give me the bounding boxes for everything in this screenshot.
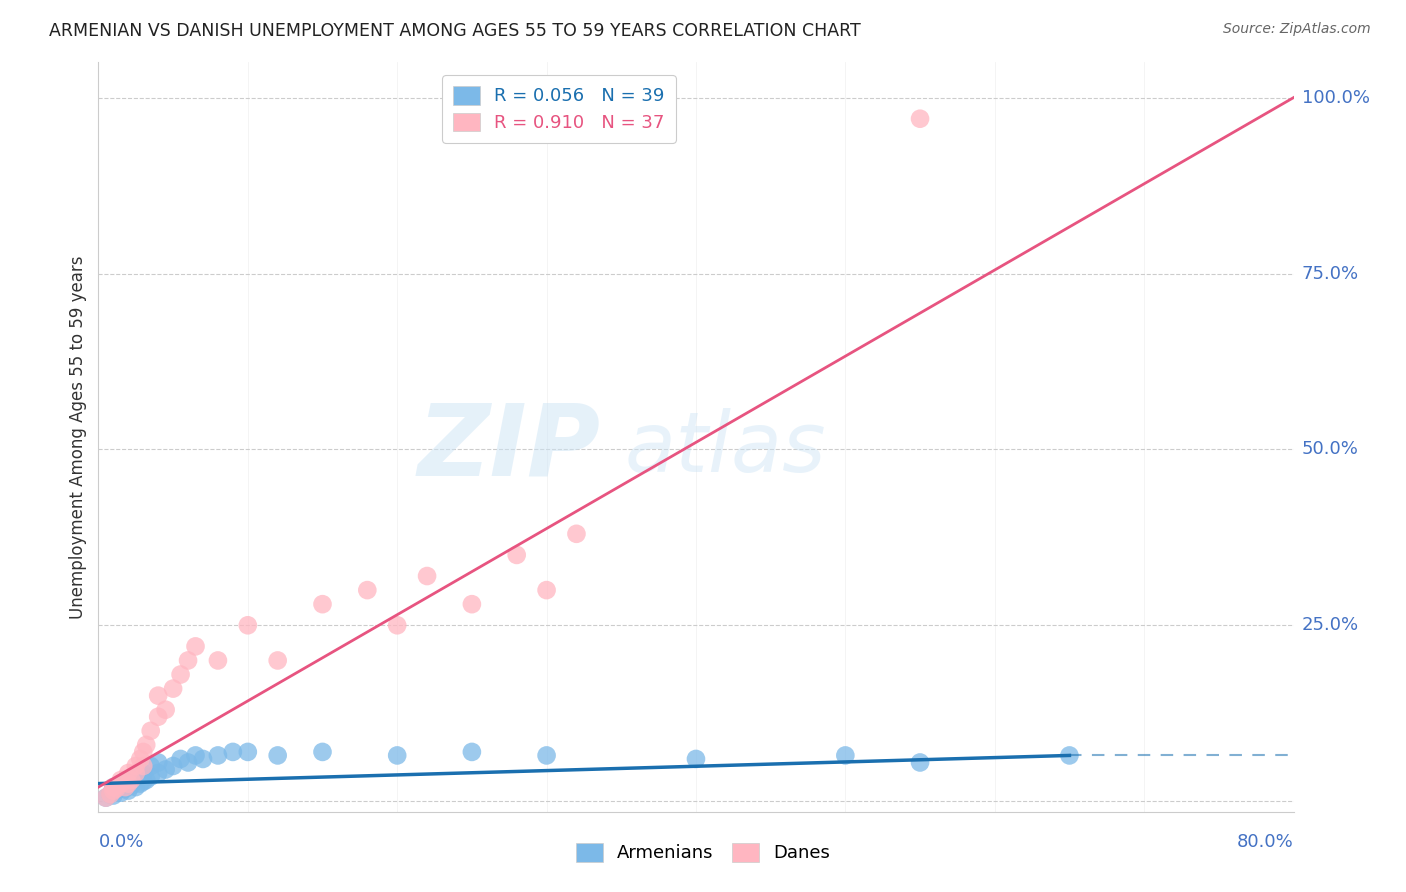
Point xyxy=(155,703,177,717)
Point xyxy=(132,759,155,773)
Point xyxy=(110,786,132,800)
Point xyxy=(267,748,290,763)
Point xyxy=(169,667,191,681)
Text: 100.0%: 100.0% xyxy=(1302,88,1369,107)
Point xyxy=(120,779,142,793)
Point xyxy=(120,773,142,788)
Point xyxy=(385,748,409,763)
Point xyxy=(103,780,125,794)
Point xyxy=(311,745,333,759)
Point xyxy=(135,773,157,788)
Point xyxy=(139,770,162,784)
Point xyxy=(110,776,132,790)
Point xyxy=(191,752,214,766)
Point xyxy=(356,583,378,598)
Point xyxy=(129,752,152,766)
Point xyxy=(132,745,155,759)
Point xyxy=(162,681,184,696)
Point xyxy=(105,781,128,796)
Point xyxy=(162,759,184,773)
Point xyxy=(125,770,148,784)
Text: 75.0%: 75.0% xyxy=(1302,265,1360,283)
Point xyxy=(461,597,484,611)
Point xyxy=(139,759,162,773)
Point xyxy=(117,783,139,797)
Point xyxy=(114,781,136,796)
Point xyxy=(169,752,191,766)
Point xyxy=(834,748,856,763)
Point xyxy=(105,783,128,797)
Point xyxy=(908,756,931,770)
Point xyxy=(148,756,170,770)
Text: ARMENIAN VS DANISH UNEMPLOYMENT AMONG AGES 55 TO 59 YEARS CORRELATION CHART: ARMENIAN VS DANISH UNEMPLOYMENT AMONG AG… xyxy=(49,22,860,40)
Point xyxy=(506,548,529,562)
Point xyxy=(132,774,155,789)
Text: 0.0%: 0.0% xyxy=(98,833,143,851)
Point xyxy=(114,780,136,794)
Point xyxy=(117,776,139,790)
Point xyxy=(148,689,170,703)
Point xyxy=(416,569,439,583)
Point xyxy=(908,112,931,126)
Point xyxy=(117,766,139,780)
Point xyxy=(536,748,558,763)
Text: ZIP: ZIP xyxy=(418,400,600,497)
Point xyxy=(110,776,132,790)
Point xyxy=(536,583,558,598)
Point xyxy=(139,723,162,738)
Text: Source: ZipAtlas.com: Source: ZipAtlas.com xyxy=(1223,22,1371,37)
Point xyxy=(103,789,125,803)
Point xyxy=(222,745,245,759)
Y-axis label: Unemployment Among Ages 55 to 59 years: Unemployment Among Ages 55 to 59 years xyxy=(69,255,87,619)
Legend: R = 0.056   N = 39, R = 0.910   N = 37: R = 0.056 N = 39, R = 0.910 N = 37 xyxy=(441,75,676,143)
Point xyxy=(135,738,157,752)
Point xyxy=(685,752,707,766)
Point xyxy=(98,787,122,801)
Point xyxy=(94,790,117,805)
Point xyxy=(267,653,290,667)
Point xyxy=(177,756,200,770)
Point xyxy=(236,618,259,632)
Point xyxy=(125,780,148,794)
Point xyxy=(177,653,200,667)
Point xyxy=(184,748,207,763)
Point xyxy=(565,526,588,541)
Legend: Armenians, Danes: Armenians, Danes xyxy=(568,836,838,870)
Text: 80.0%: 80.0% xyxy=(1237,833,1294,851)
Point xyxy=(125,759,148,773)
Point xyxy=(103,783,125,797)
Point xyxy=(184,640,207,654)
Point xyxy=(103,780,125,794)
Point xyxy=(207,653,229,667)
Point xyxy=(207,748,229,763)
Point xyxy=(117,773,139,788)
Point xyxy=(129,776,152,790)
Point xyxy=(385,618,409,632)
Point xyxy=(148,766,170,780)
Point xyxy=(125,766,148,780)
Point xyxy=(98,787,122,801)
Text: atlas: atlas xyxy=(624,408,825,489)
Point xyxy=(148,710,170,724)
Point xyxy=(94,790,117,805)
Point xyxy=(110,773,132,788)
Point xyxy=(132,766,155,780)
Point xyxy=(1059,748,1081,763)
Text: 50.0%: 50.0% xyxy=(1302,441,1358,458)
Point xyxy=(155,763,177,777)
Point xyxy=(236,745,259,759)
Point xyxy=(461,745,484,759)
Text: 25.0%: 25.0% xyxy=(1302,616,1360,634)
Point xyxy=(311,597,333,611)
